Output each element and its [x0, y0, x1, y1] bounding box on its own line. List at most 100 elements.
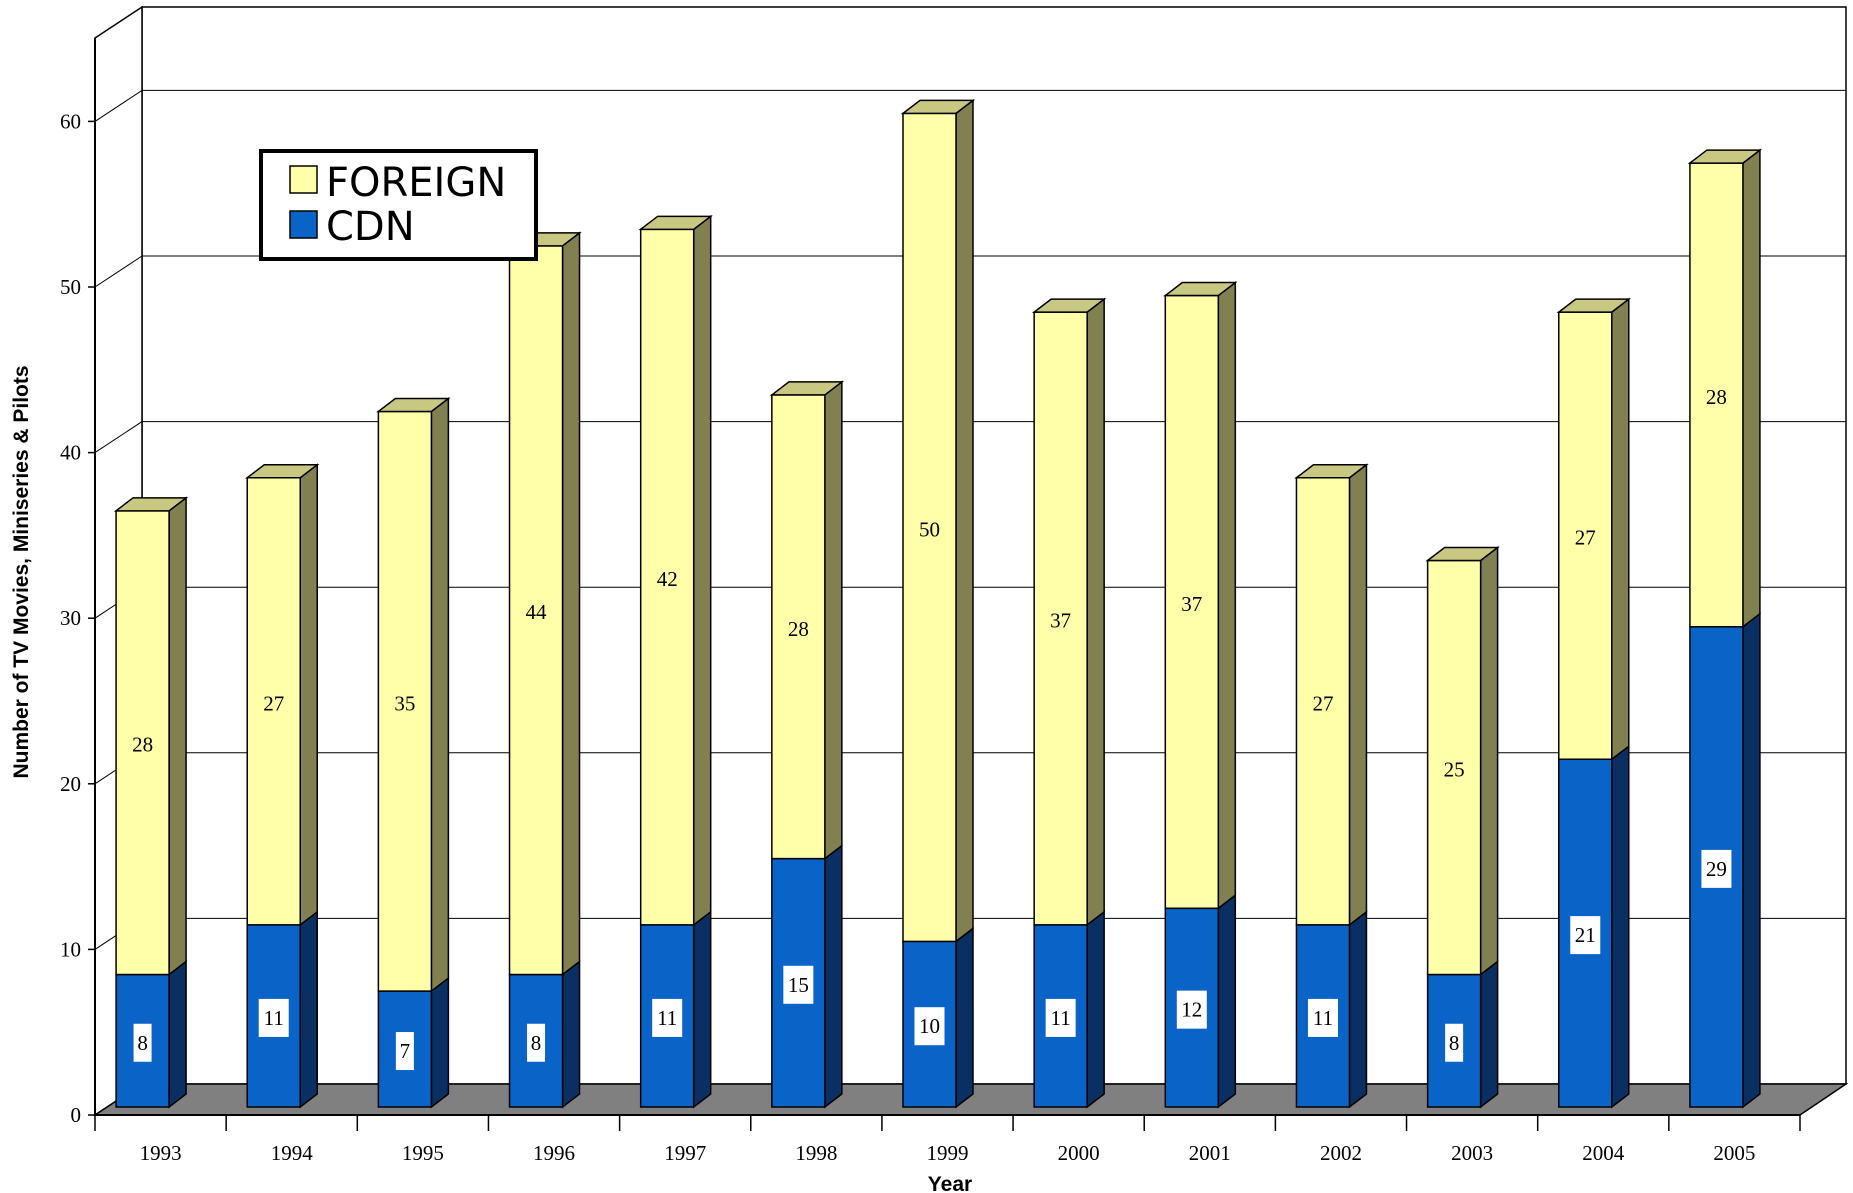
y-axis-title: Number of TV Movies, Miniseries & Pilots [10, 365, 33, 778]
bar-side-foreign [1479, 546, 1499, 977]
data-label-box [1701, 849, 1732, 888]
x-tick-label: 2003 [1451, 1141, 1493, 1165]
data-label-foreign: 50 [919, 517, 940, 541]
bar-top-foreign [1163, 281, 1238, 297]
bar-segment-foreign [1033, 311, 1088, 926]
data-label-cdn: 29 [1706, 857, 1727, 881]
data-label-cdn: 8 [531, 1031, 542, 1055]
y-tick-label: 40 [60, 441, 81, 465]
data-label-box [133, 1023, 152, 1062]
bar-top-foreign [245, 463, 320, 479]
bar-side-foreign [1742, 148, 1761, 629]
bar-segment-foreign [1689, 162, 1744, 628]
bar-side-foreign [168, 496, 187, 977]
x-tick-label: 1993 [140, 1141, 182, 1165]
bar-segment-foreign [115, 510, 170, 976]
gridline-side [94, 89, 143, 122]
data-label-box [1445, 1023, 1464, 1062]
y-tick-label: 20 [60, 772, 81, 796]
bar-side-cdn [299, 910, 318, 1109]
data-label-box [914, 1007, 945, 1046]
y-tick-label: 60 [60, 109, 81, 133]
data-label-box [1176, 990, 1207, 1029]
legend-label-foreign: FOREIGN [326, 160, 506, 206]
data-label-cdn: 11 [1051, 1006, 1071, 1030]
data-label-foreign: 37 [1050, 608, 1071, 632]
data-label-box [1307, 998, 1338, 1037]
y-tick-label: 0 [71, 1103, 82, 1127]
data-label-cdn: 11 [1313, 1006, 1333, 1030]
data-label-cdn: 8 [137, 1031, 148, 1055]
bar-side-cdn [430, 976, 450, 1109]
y-tick-label: 50 [60, 275, 81, 299]
bar-side-foreign [561, 231, 581, 977]
bar-side-foreign [299, 463, 318, 927]
bar-side-cdn [1217, 893, 1237, 1109]
bar-top-foreign [1031, 298, 1107, 313]
x-axis-title: Year [928, 1173, 972, 1193]
data-label-box [395, 1032, 414, 1071]
bar-side-cdn [1611, 744, 1630, 1109]
bar-top-foreign [1425, 546, 1500, 562]
x-tick-label: 2004 [1582, 1141, 1625, 1165]
bar-side-foreign [955, 98, 974, 943]
data-label-foreign: 28 [132, 733, 153, 757]
bar-side-cdn [1479, 960, 1499, 1109]
bar-top-foreign [900, 99, 976, 115]
y-axis: 0 10 20 30 40 50 60 [60, 38, 96, 1127]
data-label-foreign: 44 [526, 600, 548, 624]
bar-side-foreign [1217, 281, 1237, 910]
bar-side-cdn [955, 926, 974, 1109]
data-label-cdn: 10 [919, 1014, 940, 1038]
x-tick-label: 2001 [1189, 1141, 1231, 1165]
gridline-side [94, 421, 143, 454]
bar-top-foreign [769, 381, 845, 396]
data-label-cdn: 8 [1449, 1031, 1460, 1055]
data-label-foreign: 27 [1575, 526, 1596, 550]
data-label-cdn: 15 [788, 973, 809, 997]
bar-side-cdn [1086, 910, 1105, 1109]
x-tick-label: 2005 [1713, 1141, 1755, 1165]
data-label-box [527, 1023, 546, 1062]
bar-side-foreign [824, 380, 843, 861]
legend-swatch-cdn [289, 210, 318, 239]
data-label-cdn: 7 [400, 1039, 411, 1063]
bar-segment-foreign [246, 476, 301, 926]
x-tick-label: 1999 [927, 1141, 969, 1165]
data-label-foreign: 42 [657, 567, 678, 591]
bar-top-foreign [1294, 463, 1369, 479]
bar-side-foreign [1611, 297, 1630, 761]
data-label-cdn: 12 [1181, 998, 1202, 1022]
x-tick-label: 1997 [664, 1141, 706, 1165]
bar-side-cdn [1742, 612, 1761, 1109]
data-label-box [1570, 916, 1601, 955]
data-label-foreign: 27 [263, 691, 284, 715]
data-label-foreign: 28 [1706, 385, 1727, 409]
x-tick-label: 1995 [402, 1141, 444, 1165]
bar-top-foreign [1687, 149, 1763, 164]
gridline-side [94, 255, 143, 288]
bar-side-cdn [561, 960, 581, 1109]
bars: 8 28 11 27 7 35 8 44 11 42 15 28 10 50 11 37 12 37 11 27 8 25… [113, 98, 1763, 1109]
legend-swatch-foreign [289, 165, 318, 194]
bar-side-cdn [824, 844, 843, 1109]
data-label-box [783, 965, 814, 1004]
bar-top-foreign [638, 215, 713, 231]
data-label-box [258, 998, 289, 1037]
data-label-box [652, 998, 683, 1037]
data-label-cdn: 11 [657, 1006, 677, 1030]
bar-side-foreign [1348, 463, 1368, 927]
data-label-foreign: 35 [394, 691, 415, 715]
x-axis: 1993 1994 1995 1996 1997 1998 1999 2000 2001 2002… [94, 1114, 1801, 1165]
bar-side-foreign [692, 214, 712, 927]
data-label-foreign: 37 [1181, 592, 1202, 616]
bar-segment-foreign [1426, 559, 1482, 976]
x-tick-label: 1996 [533, 1141, 575, 1165]
data-label-foreign: 25 [1444, 758, 1465, 782]
data-label-box [1045, 998, 1076, 1037]
bar-side-cdn [168, 960, 187, 1109]
legend: FOREIGN CDN [259, 149, 538, 261]
data-label-foreign: 28 [788, 617, 809, 641]
data-label-cdn: 11 [264, 1006, 284, 1030]
